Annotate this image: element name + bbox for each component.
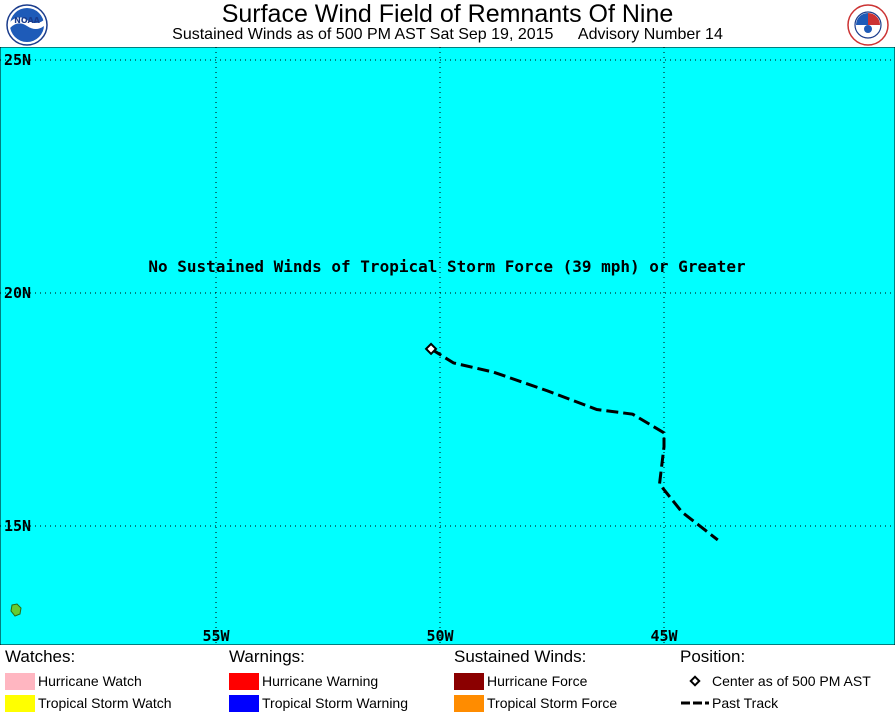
latitude-label: 25N xyxy=(4,51,31,69)
hurricane-force-label: Hurricane Force xyxy=(487,673,588,689)
subtitle-advisory: Advisory Number 14 xyxy=(577,26,723,43)
hurricane-warning-swatch xyxy=(229,672,259,690)
latitude-label: 20N xyxy=(4,284,31,302)
legend-warnings: Warnings: Hurricane Warning Tropical Sto… xyxy=(229,646,408,714)
legend-item-hurricane-warning: Hurricane Warning xyxy=(229,670,408,692)
no-winds-message: No Sustained Winds of Tropical Storm For… xyxy=(148,257,745,276)
longitude-label: 55W xyxy=(202,627,230,645)
tropical-storm-warning-label: Tropical Storm Warning xyxy=(262,695,409,711)
wind-field-map: 25N 20N 15N 55W 50W 45W No Sustained Winds o… xyxy=(0,47,895,645)
legend: Watches: Hurricane Watch Tropical Storm … xyxy=(0,646,895,716)
hurricane-watch-swatch xyxy=(5,672,35,690)
legend-item-tropical-storm-warning: Tropical Storm Warning xyxy=(229,692,408,714)
longitude-label: 45W xyxy=(650,627,678,645)
latitude-label: 15N xyxy=(4,517,31,535)
noaa-logo-text: NOAA xyxy=(14,16,40,25)
legend-watches: Watches: Hurricane Watch Tropical Storm … xyxy=(5,646,172,714)
legend-position-heading: Position: xyxy=(680,647,746,666)
center-label: Center as of 500 PM AST xyxy=(712,673,871,689)
center-diamond-icon xyxy=(680,673,710,690)
noaa-logo: NOAA xyxy=(6,4,48,46)
legend-item-hurricane-watch: Hurricane Watch xyxy=(5,670,172,692)
past-track-dash-icon xyxy=(680,695,710,712)
storm-center-marker xyxy=(424,342,438,356)
ocean-area xyxy=(0,47,895,645)
hurricane-warning-label: Hurricane Warning xyxy=(262,673,379,689)
map-subtitle: Sustained Winds as of 500 PM AST Sat Sep… xyxy=(0,25,895,45)
nws-logo xyxy=(847,4,889,46)
legend-item-hurricane-force: Hurricane Force xyxy=(454,670,617,692)
legend-watches-heading: Watches: xyxy=(5,647,76,666)
hurricane-force-swatch xyxy=(454,672,484,690)
map-title: Surface Wind Field of Remnants Of Nine xyxy=(221,0,674,28)
latitude-labels: 25N 20N 15N xyxy=(4,51,31,535)
past-track xyxy=(430,347,719,542)
legend-item-center: Center as of 500 PM AST xyxy=(680,670,871,692)
barbados-island xyxy=(10,603,22,617)
tropical-storm-watch-label: Tropical Storm Watch xyxy=(38,695,172,711)
legend-item-tropical-storm-watch: Tropical Storm Watch xyxy=(5,692,172,714)
legend-item-past-track: Past Track xyxy=(680,692,871,714)
legend-item-tropical-storm-force: Tropical Storm Force xyxy=(454,692,617,714)
tropical-storm-force-swatch xyxy=(454,694,484,712)
subtitle-time: Sustained Winds as of 500 PM AST Sat Sep… xyxy=(172,26,554,43)
legend-warnings-heading: Warnings: xyxy=(229,647,305,666)
hurricane-watch-label: Hurricane Watch xyxy=(38,673,142,689)
tropical-storm-warning-swatch xyxy=(229,694,259,712)
legend-winds: Sustained Winds: Hurricane Force Tropica… xyxy=(454,646,617,714)
legend-position: Position: Center as of 500 PM AST Past T… xyxy=(680,646,871,714)
tropical-storm-watch-swatch xyxy=(5,694,35,712)
graticule xyxy=(0,47,895,645)
past-track-label: Past Track xyxy=(712,695,779,711)
longitude-label: 50W xyxy=(426,627,454,645)
longitude-labels: 55W 50W 45W xyxy=(202,627,678,645)
tropical-storm-force-label: Tropical Storm Force xyxy=(487,695,618,711)
legend-winds-heading: Sustained Winds: xyxy=(454,647,587,666)
past-track-line xyxy=(430,347,719,542)
